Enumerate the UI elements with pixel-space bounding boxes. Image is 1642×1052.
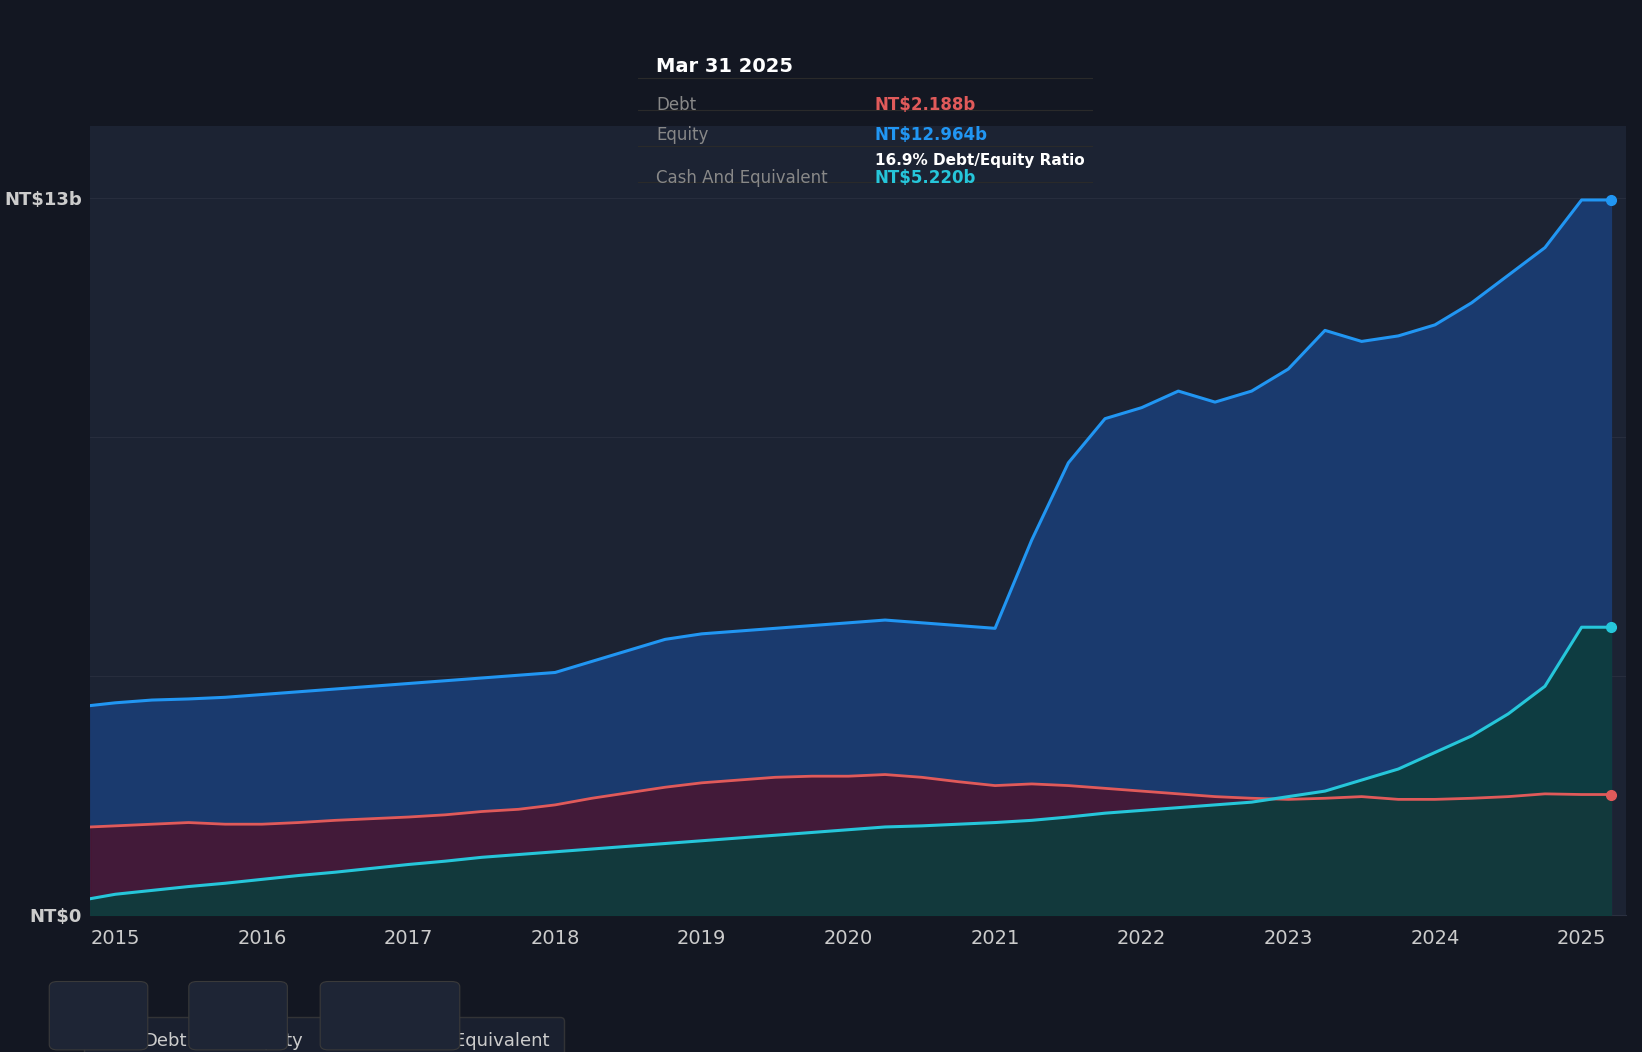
Text: Cash And Equivalent: Cash And Equivalent xyxy=(657,169,828,187)
Text: Equity: Equity xyxy=(657,126,709,144)
Text: Debt: Debt xyxy=(657,96,696,115)
Text: NT$5.220b: NT$5.220b xyxy=(875,169,975,187)
Text: Mar 31 2025: Mar 31 2025 xyxy=(657,57,793,76)
Text: 16.9% Debt/Equity Ratio: 16.9% Debt/Equity Ratio xyxy=(875,154,1084,168)
Text: NT$2.188b: NT$2.188b xyxy=(875,96,975,115)
Text: NT$12.964b: NT$12.964b xyxy=(875,126,987,144)
Legend: Debt, Equity, Cash And Equivalent: Debt, Equity, Cash And Equivalent xyxy=(84,1017,563,1052)
